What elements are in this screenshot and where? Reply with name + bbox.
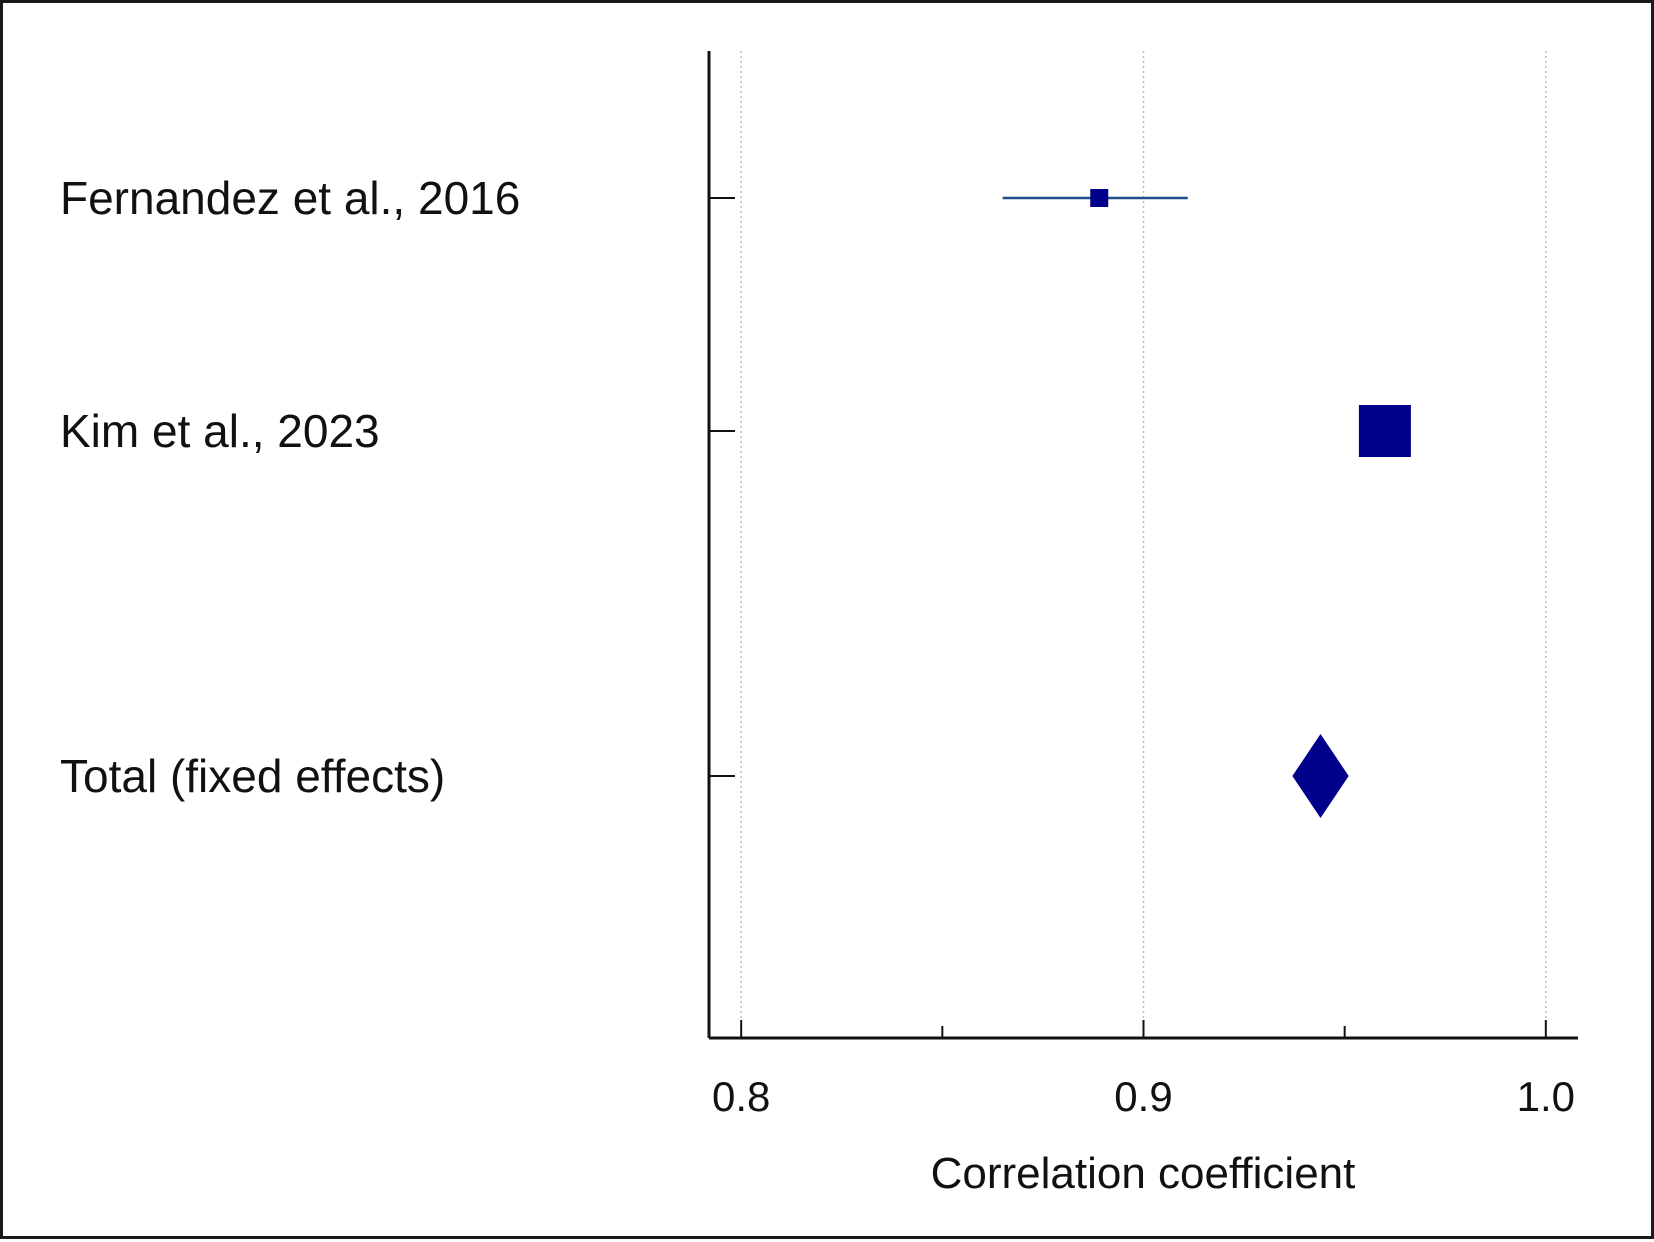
x-axis-title: Correlation coefficient — [931, 1149, 1356, 1198]
x-tick-label: 0.8 — [712, 1073, 770, 1120]
forest-plot: 0.8 0.9 1.0 Fernandez et al., 2016 Kim et a… — [60, 51, 1578, 1198]
x-tick-label: 1.0 — [1517, 1073, 1575, 1120]
study-label: Total (fixed effects) — [60, 750, 445, 802]
x-tick-label: 0.9 — [1114, 1073, 1172, 1120]
study-label: Fernandez et al., 2016 — [60, 172, 520, 224]
effect-square-marker — [1358, 405, 1411, 457]
pooled-effect-diamond — [1292, 734, 1349, 818]
axes: 0.8 0.9 1.0 — [707, 51, 1578, 1120]
study-labels: Fernandez et al., 2016 Kim et al., 2023 To… — [60, 172, 520, 802]
study-label: Kim et al., 2023 — [60, 405, 380, 457]
study-marks — [1002, 189, 1411, 818]
effect-square-marker — [1090, 189, 1109, 207]
